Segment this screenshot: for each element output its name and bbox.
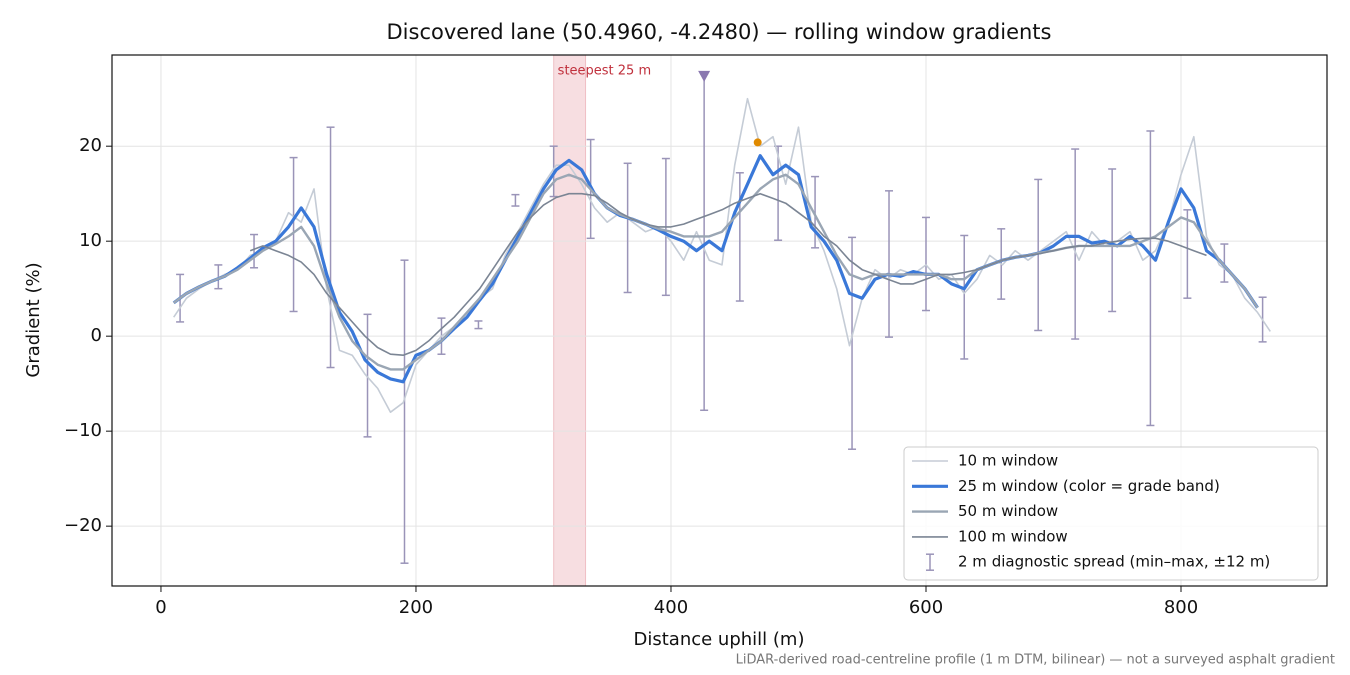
error-bar [474, 320, 483, 330]
error-bar [921, 216, 930, 312]
error-bar [1146, 130, 1155, 427]
legend-label: 25 m window (color = grade band) [958, 477, 1220, 495]
marker [698, 70, 711, 82]
footnote: LiDAR-derived road-centreline profile (1… [736, 653, 1335, 668]
y-axis-label: Gradient (%) [23, 262, 44, 377]
x-axis-label: Distance uphill (m) [634, 629, 805, 650]
error-bar [1071, 148, 1080, 340]
error-bar [811, 175, 820, 249]
error-bar [400, 259, 409, 564]
error-bar [326, 126, 335, 369]
error-bar [623, 162, 632, 294]
marker [753, 138, 762, 147]
x-tick-label: 400 [654, 597, 688, 618]
legend-label: 100 m window [958, 527, 1068, 545]
error-bar [774, 145, 783, 241]
error-bar [214, 264, 223, 290]
x-tick-label: 600 [909, 597, 943, 618]
y-tick-label: 0 [91, 325, 102, 346]
x-tick-label: 800 [1164, 597, 1198, 618]
highlight-label: steepest 25 m [558, 64, 651, 79]
error-bar [511, 193, 520, 207]
error-bar [363, 313, 372, 438]
error-bar [735, 172, 744, 302]
error-bar [885, 190, 894, 338]
y-tick-label: 10 [79, 230, 102, 251]
error-bar [960, 234, 969, 360]
y-tick-label: −10 [64, 420, 102, 441]
series-line [172, 173, 1259, 371]
error-bar [1183, 209, 1192, 299]
highlight-band [553, 54, 587, 587]
y-tick-label: −20 [64, 515, 102, 536]
x-tick-label: 0 [155, 597, 166, 618]
x-tick-label: 200 [399, 597, 433, 618]
error-bar [250, 233, 259, 269]
error-bar [1034, 178, 1043, 332]
series-line [249, 192, 1207, 356]
legend-label: 10 m window [958, 452, 1058, 470]
series-line [172, 154, 1259, 384]
legend-label: 50 m window [958, 502, 1058, 520]
error-bar [1108, 168, 1117, 313]
chart-title: Discovered lane (50.4960, -4.2480) — rol… [387, 20, 1052, 44]
error-bar [848, 236, 857, 450]
error-bar [289, 156, 298, 313]
legend-label: 2 m diagnostic spread (min–max, ±12 m) [958, 553, 1270, 571]
legend-box [903, 446, 1319, 581]
error-bar [1220, 243, 1229, 283]
plot-frame [111, 54, 1328, 587]
y-tick-label: 20 [79, 135, 102, 156]
